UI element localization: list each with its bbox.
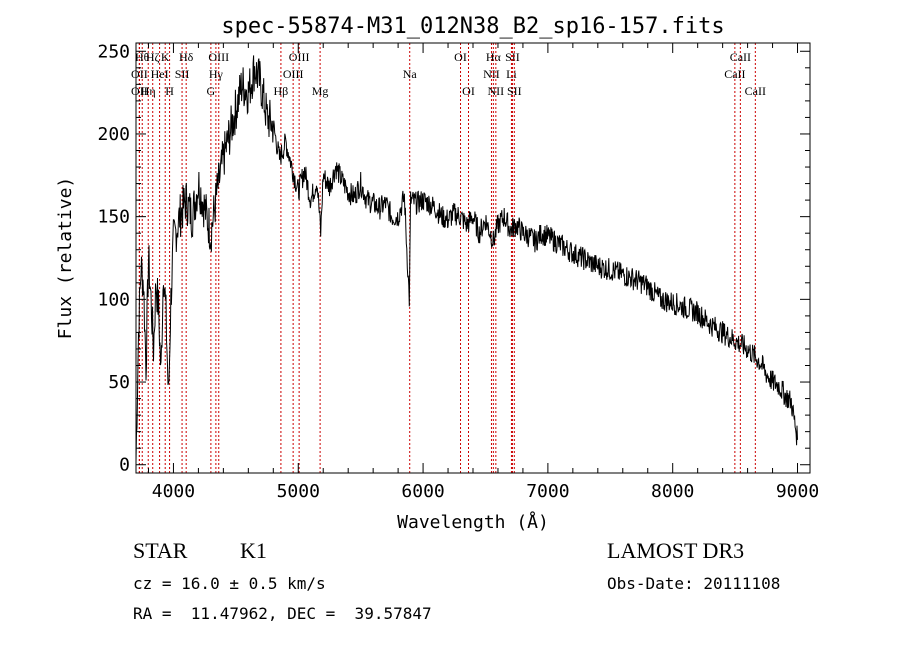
coordinates-label: RA = 11.47962, DEC = 39.57847 [133,604,432,623]
line-label-13: Hβ [274,84,289,98]
obs-date-label: Obs-Date: 20111108 [607,574,781,593]
line-label-18: OI [454,50,467,64]
chart-title: spec-55874-M31_012N38_B2_sp16-157.fits [221,14,724,39]
x-tick-label-7000: 7000 [526,481,569,502]
x-tick-label-5000: 5000 [277,481,320,502]
line-label-3: Hη [141,84,156,98]
line-label-25: SII [507,84,522,98]
object-class: STAR [133,538,188,563]
y-tick-label-200: 200 [97,124,130,145]
redshift-label: cz = 16.0 ± 0.5 km/s [133,574,326,593]
survey-label: LAMOST DR3 [607,538,745,563]
x-tick-label-8000: 8000 [651,481,694,502]
y-tick-label-250: 250 [97,41,130,62]
y-axis-label: Flux (relative) [55,177,76,340]
line-label-24: SII [505,50,520,64]
spectrum-line [135,55,798,462]
line-label-16: Mg [312,84,329,98]
line-label-4: Hζ [146,50,160,64]
y-tick-label-100: 100 [97,289,130,310]
line-label-0: Hθ [135,50,150,64]
x-tick-label-6000: 6000 [401,481,444,502]
line-label-28: CaII [745,84,766,98]
y-tick-label-150: 150 [97,207,130,228]
line-label-14: OIII [283,67,304,81]
y-tick-label-0: 0 [119,455,130,476]
line-label-1: OII [131,67,148,81]
x-axis-label: Wavelength (Å) [397,511,549,533]
line-label-9: Hδ [179,50,194,64]
line-label-15: OIII [289,50,310,64]
x-tick-label-4000: 4000 [152,481,195,502]
line-label-17: Na [403,67,418,81]
line-label-8: SII [175,67,190,81]
line-label-20: NII [483,67,500,81]
line-label-11: Hγ [209,67,224,81]
line-label-12: OIII [208,50,229,64]
line-label-21: Hα [486,50,502,64]
line-label-7: H [165,84,174,98]
line-label-10: G [207,84,216,98]
line-label-23: Li [506,67,517,81]
line-label-22: NII [488,84,505,98]
line-label-2: OII [131,84,148,98]
line-label-27: CaII [730,50,751,64]
line-label-19: OI [462,84,475,98]
object-subclass: K1 [240,538,267,563]
line-label-26: CaII [724,67,745,81]
y-tick-label-50: 50 [108,372,130,393]
line-label-5: HeI [151,67,169,81]
line-label-6: K [161,50,170,64]
x-tick-label-9000: 9000 [776,481,819,502]
